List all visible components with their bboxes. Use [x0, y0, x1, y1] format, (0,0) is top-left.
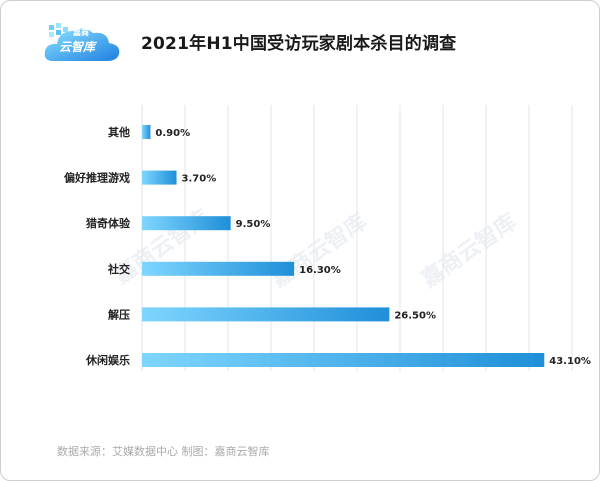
- bar: [142, 307, 390, 322]
- bar: [142, 353, 545, 367]
- category-label: 偏好推理游戏: [64, 171, 130, 185]
- category-label: 休闲娱乐: [85, 353, 130, 367]
- bar: [142, 125, 151, 139]
- value-label: 16.30%: [299, 265, 341, 276]
- logo-small-text: 嘉商: [73, 28, 89, 37]
- category-label: 解压: [108, 307, 130, 321]
- category-label: 猎奇体验: [86, 216, 131, 230]
- logo-cloud-icon: [44, 23, 120, 61]
- bar: [142, 216, 231, 231]
- chart-title: 2021年H1中国受访玩家剧本杀目的调查: [141, 34, 457, 54]
- bar: [142, 170, 177, 185]
- value-label: 3.70%: [182, 174, 217, 185]
- data-source-note: 数据来源：艾媒数据中心 制图：嘉商云智库: [57, 445, 270, 458]
- value-label: 9.50%: [236, 219, 271, 230]
- logo-text: 嘉商 云智库: [59, 27, 129, 55]
- category-label: 其他: [108, 125, 130, 139]
- value-label: 43.10%: [549, 356, 591, 367]
- value-label: 26.50%: [394, 310, 436, 321]
- bar: [142, 261, 295, 276]
- category-label: 社交: [107, 262, 130, 276]
- logo-big-text: 云智库: [59, 40, 96, 54]
- value-label: 0.90%: [155, 128, 190, 139]
